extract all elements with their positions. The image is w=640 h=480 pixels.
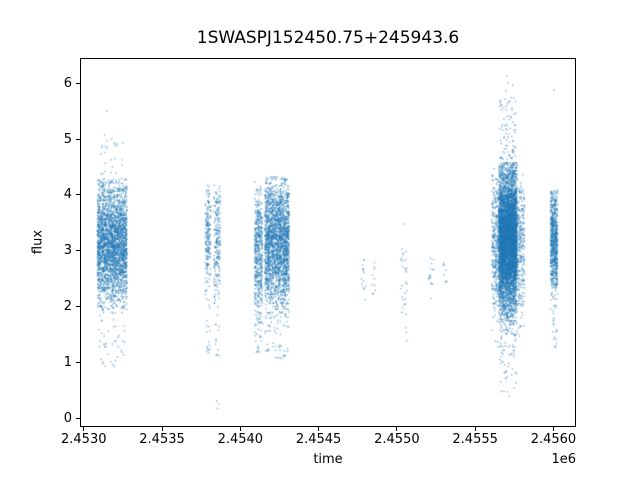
- y-tick-mark: [76, 194, 80, 196]
- y-tick-label: 2: [63, 299, 72, 315]
- y-tick-mark: [76, 418, 80, 420]
- x-tick-label: 2.4555: [452, 432, 498, 447]
- y-tick-mark: [76, 306, 80, 308]
- x-tick-label: 2.4540: [217, 432, 264, 447]
- y-tick-label: 4: [63, 187, 72, 203]
- y-tick-mark: [76, 250, 80, 252]
- y-tick-label: 6: [63, 75, 72, 91]
- x-tick-label: 2.4535: [139, 432, 185, 447]
- x-axis-label: time: [313, 452, 343, 467]
- y-tick-mark: [76, 82, 80, 84]
- y-tick-label: 1: [63, 355, 72, 371]
- x-tick-mark: [396, 427, 398, 431]
- x-tick-mark: [474, 427, 476, 431]
- x-tick-mark: [239, 427, 241, 431]
- x-tick-mark: [83, 427, 85, 431]
- y-tick-label: 0: [63, 411, 72, 427]
- y-tick-label: 5: [63, 131, 72, 147]
- y-tick-mark: [76, 362, 80, 364]
- plot-area: [80, 58, 577, 428]
- x-tick-mark: [318, 427, 320, 431]
- y-tick-label: 3: [63, 243, 72, 259]
- x-tick-mark: [552, 427, 554, 431]
- x-tick-label: 2.4550: [374, 432, 420, 447]
- y-tick-mark: [76, 138, 80, 140]
- x-tick-label: 2.4545: [295, 432, 342, 447]
- x-axis-offset-label: 1e6: [551, 452, 576, 467]
- scatter-points-canvas: [81, 59, 577, 428]
- x-tick-label: 2.4530: [61, 432, 107, 447]
- x-tick-label: 2.4560: [530, 432, 577, 447]
- chart-title: 1SWASPJ152450.75+245943.6: [196, 28, 460, 48]
- x-tick-mark: [161, 427, 163, 431]
